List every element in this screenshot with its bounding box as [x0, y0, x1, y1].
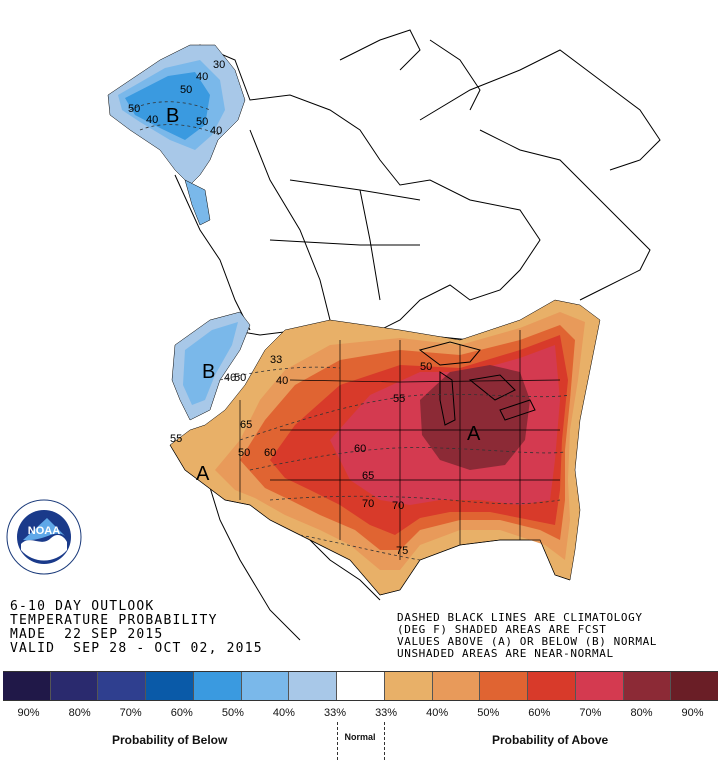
legend-label: 80% — [68, 707, 91, 719]
legend-label: 60% — [528, 707, 551, 719]
legend-swatch — [241, 672, 290, 700]
contour-label: 50 — [128, 103, 140, 115]
legend-swatch — [575, 672, 624, 700]
legend-label: 50% — [477, 707, 500, 719]
legend-swatch — [528, 672, 576, 700]
contour-label: 50 — [180, 84, 192, 96]
legend-swatch — [193, 672, 242, 700]
contour-label: 55 — [393, 393, 405, 405]
map-notes: DASHED BLACK LINES ARE CLIMATOLOGY (DEG … — [397, 612, 657, 660]
contour-label: 40 — [210, 125, 222, 137]
contour-label: 70 — [362, 498, 374, 510]
legend-color-bar — [3, 671, 719, 701]
legend-below-caption: Probability of Below — [112, 733, 228, 747]
contour-label: 50 — [234, 372, 246, 384]
contour-labels: 30 40 50 50 40 50 40 40 50 33 40 55 50 6… — [128, 59, 432, 557]
legend-label: 70% — [579, 707, 602, 719]
contour-label: 40 — [276, 375, 288, 387]
legend-swatch — [480, 672, 529, 700]
legend-swatch — [384, 672, 433, 700]
northwest-b-label: B — [202, 361, 215, 383]
contour-label: 60 — [354, 443, 366, 455]
legend-percent-labels: 90% 80% 70% 60% 50% 40% 33% 33% 40% 50% … — [3, 707, 718, 723]
legend-swatch — [50, 672, 99, 700]
outlook-subtitle: TEMPERATURE PROBABILITY — [10, 613, 218, 628]
contour-label: 50 — [196, 116, 208, 128]
note-line: DASHED BLACK LINES ARE CLIMATOLOGY — [397, 611, 643, 624]
alaska-below-region — [107, 44, 246, 226]
legend-swatch — [671, 672, 719, 700]
outlook-title: 6-10 DAY OUTLOOK — [10, 599, 155, 614]
contour-label: 60 — [264, 447, 276, 459]
contour-label: 70 — [392, 500, 404, 512]
legend-normal-caption: Normal — [344, 732, 376, 742]
alaska-b-label: B — [166, 105, 179, 127]
legend-label: 40% — [272, 707, 295, 719]
legend-swatch — [432, 672, 481, 700]
legend-label: 40% — [426, 707, 449, 719]
legend-label: 90% — [17, 707, 40, 719]
west-a-label: A — [196, 463, 210, 485]
legend-swatch — [289, 672, 338, 700]
noaa-logo-icon: NOAA — [6, 499, 82, 575]
legend-normal-divider — [337, 722, 385, 760]
legend-label: 33% — [375, 707, 398, 719]
note-line: (DEG F) SHADED AREAS ARE FCST — [397, 623, 607, 636]
contour-label: 55 — [170, 433, 182, 445]
contour-label: 30 — [213, 59, 225, 71]
region-letters: B B A A — [166, 105, 481, 485]
legend-swatch — [98, 672, 147, 700]
contour-label: 40 — [146, 114, 158, 126]
legend-swatch — [3, 672, 51, 700]
legend-label: 80% — [630, 707, 653, 719]
greatlakes-a-label: A — [467, 423, 481, 445]
legend-swatch — [623, 672, 672, 700]
legend-label: 60% — [170, 707, 193, 719]
outlook-info: 6-10 DAY OUTLOOK TEMPERATURE PROBABILITY… — [10, 600, 263, 656]
contour-label: 50 — [420, 361, 432, 373]
legend-label: 50% — [221, 707, 244, 719]
outlook-valid-dates: VALID SEP 28 - OCT 02, 2015 — [10, 641, 263, 656]
note-line: VALUES ABOVE (A) OR BELOW (B) NORMAL — [397, 635, 658, 648]
noaa-logo-text: NOAA — [28, 525, 60, 537]
legend-label: 90% — [681, 707, 704, 719]
note-line: UNSHADED AREAS ARE NEAR-NORMAL — [397, 647, 614, 660]
contour-label: 65 — [240, 419, 252, 431]
outlook-made-date: MADE 22 SEP 2015 — [10, 627, 164, 642]
legend-above-caption: Probability of Above — [492, 733, 609, 747]
us-state-lines — [169, 330, 571, 596]
outlook-map: B B A A 30 40 50 50 40 50 40 40 50 33 40… — [107, 29, 661, 641]
contour-label: 50 — [238, 447, 250, 459]
legend-label: 70% — [119, 707, 142, 719]
legend-swatch — [337, 672, 385, 700]
contour-label: 33 — [270, 354, 282, 366]
climatology-lines — [129, 101, 571, 561]
legend-swatch — [146, 672, 194, 700]
contour-label: 65 — [362, 470, 374, 482]
legend-label: 33% — [323, 707, 347, 719]
contour-label: 40 — [196, 71, 208, 83]
contour-label: 75 — [396, 545, 408, 557]
contour-label: 40 — [224, 372, 236, 384]
basemap-lines — [109, 29, 661, 641]
